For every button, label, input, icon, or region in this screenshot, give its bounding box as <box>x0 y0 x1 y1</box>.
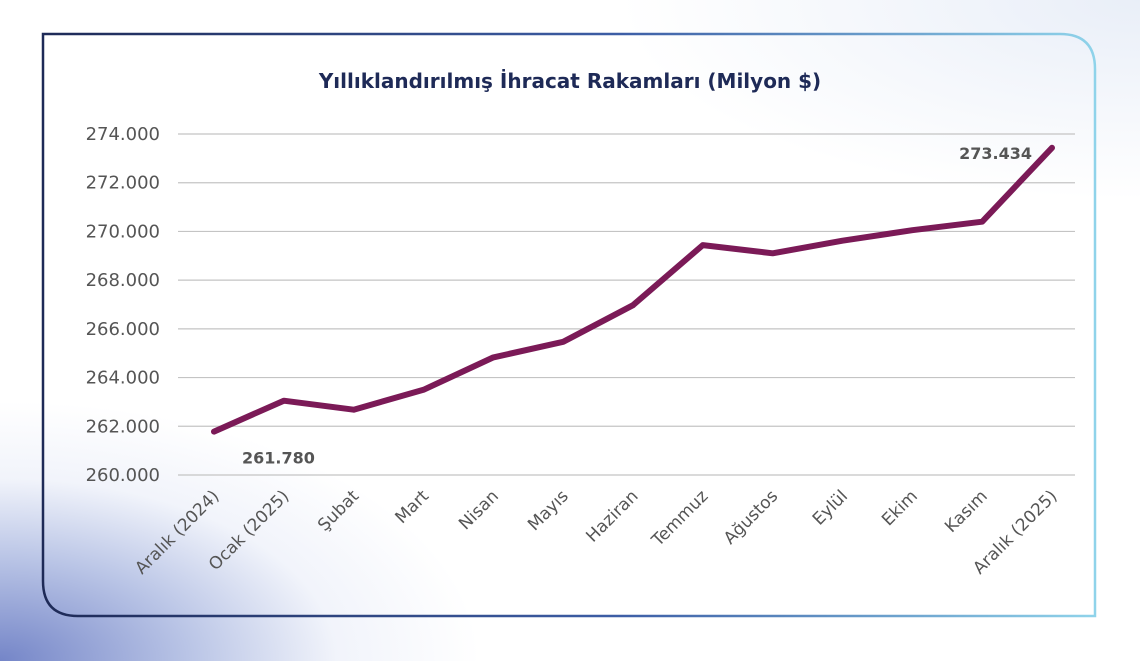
x-axis-ticks: Aralık (2024)Ocak (2025) Şubat Mart Nisan Ma… <box>131 486 1061 578</box>
y-tick-label: 262.000 <box>86 416 160 437</box>
y-tick-label: 274.000 <box>86 124 160 145</box>
y-tick-label: 270.000 <box>86 221 160 242</box>
series-line-layer <box>211 144 1055 435</box>
y-tick-label: 264.000 <box>86 368 160 389</box>
chart-frame <box>41 32 1097 618</box>
data-label-layer: 261.780 273.434 <box>242 144 1032 468</box>
y-tick-label: 272.000 <box>86 173 160 194</box>
y-tick-label: 266.000 <box>86 319 160 340</box>
x-tick-label: Ekim <box>878 486 922 530</box>
x-tick-label: Eylül <box>809 486 852 529</box>
y-axis-ticks: 260.000 262.000 264.000 266.000 268.000 270.0… <box>86 124 160 486</box>
series-line <box>211 144 1055 435</box>
data-label: 261.780 <box>242 449 315 468</box>
x-tick-label: Mayıs <box>524 486 573 535</box>
x-tick-label: Ağustos <box>720 486 782 548</box>
x-tick-label: Nisan <box>455 486 503 534</box>
data-label: 273.434 <box>959 144 1032 163</box>
gridlines <box>178 133 1075 476</box>
y-tick-label: 268.000 <box>86 270 160 291</box>
x-tick-label: Temmuz <box>647 486 712 551</box>
x-tick-label: Kasım <box>941 486 992 537</box>
chart-title: Yıllıklandırılmış İhracat Rakamları (Mil… <box>318 69 821 93</box>
y-tick-label: 260.000 <box>86 465 160 486</box>
x-tick-label: Haziran <box>582 486 642 546</box>
x-tick-label: Mart <box>391 486 433 528</box>
x-tick-label: Şubat <box>314 486 363 535</box>
